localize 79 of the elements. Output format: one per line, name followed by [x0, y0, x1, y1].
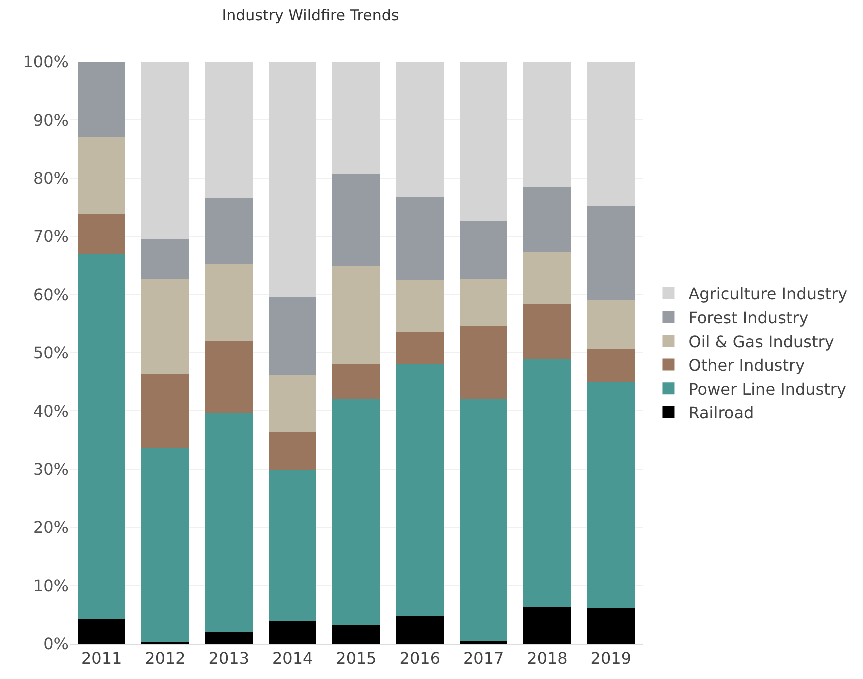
bar [268, 375, 317, 433]
x-tick-label: 2016 [400, 649, 441, 668]
x-tick-label: 2011 [81, 649, 122, 668]
bar [332, 266, 380, 365]
bar [524, 607, 572, 644]
bar [460, 400, 508, 642]
y-tick-label: 10% [33, 576, 69, 596]
bar [332, 62, 380, 174]
bar [460, 641, 508, 644]
bar [205, 414, 254, 632]
bar [587, 62, 636, 206]
bar [205, 198, 254, 265]
bar [268, 621, 317, 644]
x-tick-label: 2014 [272, 649, 314, 668]
bar [460, 326, 508, 400]
x-tick-label: 2018 [527, 649, 568, 668]
legend-label: Oil & Gas Industry [688, 332, 834, 352]
bar [205, 340, 254, 414]
bar [396, 280, 444, 332]
y-tick-label: 0% [44, 634, 69, 654]
bar [268, 298, 317, 376]
y-tick-label: 60% [33, 285, 69, 304]
x-tick-label: 2017 [463, 649, 504, 668]
bar [524, 358, 572, 608]
y-tick-label: 100% [23, 52, 69, 72]
bar [587, 206, 636, 300]
bar [524, 188, 572, 252]
bar [142, 279, 190, 374]
bar [78, 138, 126, 214]
legend-label: Railroad [688, 404, 754, 423]
bar [460, 220, 508, 280]
x-tick-label: 2015 [336, 649, 377, 668]
bar [524, 252, 572, 304]
bar [587, 300, 636, 349]
bar [460, 62, 508, 221]
y-tick-label: 50% [33, 344, 69, 363]
bar [396, 62, 444, 198]
legend-label: Power Line Industry [688, 380, 846, 399]
y-tick-label: 80% [33, 169, 69, 188]
bar [78, 254, 126, 619]
bar [78, 62, 126, 138]
bar [268, 470, 317, 622]
chart-title: Industry Wildfire Trends [222, 6, 400, 25]
x-tick-label: 2013 [208, 649, 250, 668]
bar [78, 618, 126, 644]
bar [396, 616, 444, 644]
bar [142, 62, 190, 240]
bar [524, 62, 572, 188]
legend-label: Forest Industry [688, 308, 809, 328]
bar [332, 174, 380, 266]
bar [205, 62, 254, 198]
y-tick-label: 30% [33, 460, 69, 479]
bar [78, 214, 126, 255]
bar [268, 432, 317, 470]
bar [268, 62, 317, 298]
y-tick-label: 70% [33, 227, 69, 246]
bar [460, 280, 508, 326]
bar [587, 348, 636, 382]
y-tick-label: 90% [33, 110, 69, 130]
y-tick-label: 20% [33, 518, 69, 538]
bar [332, 364, 380, 400]
bar [205, 264, 254, 341]
bar [205, 632, 254, 644]
bar [396, 332, 444, 365]
legend-label: Other Industry [688, 356, 806, 376]
bar [396, 198, 444, 280]
bar [587, 608, 636, 644]
bar [524, 304, 572, 359]
x-tick-label: 2012 [145, 649, 186, 668]
y-tick-label: 40% [33, 402, 69, 421]
bar [332, 624, 380, 644]
bar [332, 400, 380, 625]
legend-label: Agriculture Industry [688, 284, 848, 304]
bar [142, 240, 190, 280]
bar [587, 382, 636, 608]
bar [396, 364, 444, 616]
x-tick-label: 2019 [590, 649, 632, 668]
bar [142, 448, 190, 642]
bar [142, 374, 190, 448]
